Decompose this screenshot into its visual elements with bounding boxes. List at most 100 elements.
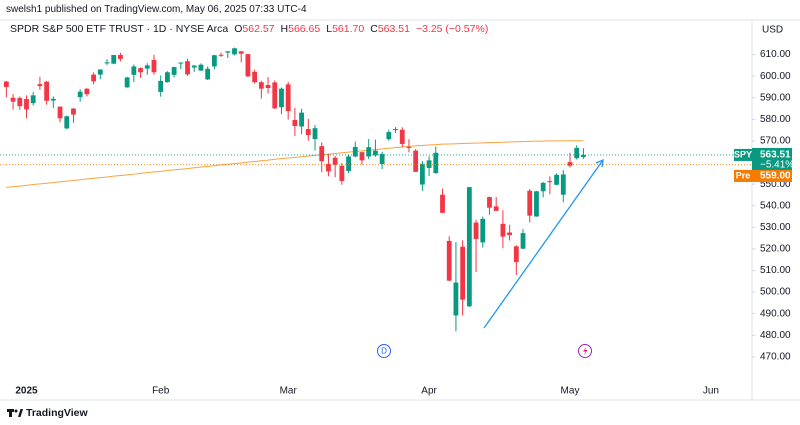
candle-body bbox=[218, 54, 224, 56]
candle-body bbox=[305, 129, 311, 136]
candle-body bbox=[178, 62, 184, 64]
candle-body bbox=[30, 95, 36, 104]
candle-body bbox=[238, 51, 244, 54]
candle-body bbox=[581, 154, 586, 157]
candle-body bbox=[37, 84, 43, 87]
candle-body bbox=[413, 150, 419, 172]
candle-body bbox=[198, 64, 204, 71]
candle-body bbox=[493, 206, 499, 211]
ohlc-value: 566.65 bbox=[288, 23, 321, 35]
candle-body bbox=[191, 65, 197, 68]
candle-body bbox=[165, 72, 170, 83]
candle-body bbox=[71, 108, 76, 115]
candle-body bbox=[520, 233, 526, 249]
candle-body bbox=[138, 68, 143, 73]
currency: USD bbox=[762, 25, 783, 36]
candle-body bbox=[84, 88, 90, 95]
candle-body bbox=[574, 147, 580, 159]
pre-label-bg bbox=[734, 169, 752, 182]
y-tick-label: 530.00 bbox=[760, 222, 791, 233]
y-tick-label: 500.00 bbox=[760, 287, 791, 298]
ohlc-key: O bbox=[234, 23, 243, 35]
candle-body bbox=[3, 81, 9, 87]
y-tick-label: 550.00 bbox=[760, 179, 791, 190]
candle-body bbox=[245, 54, 251, 77]
candle-body bbox=[50, 98, 56, 101]
candle-body bbox=[326, 163, 331, 172]
y-tick-label: 510.00 bbox=[760, 265, 791, 276]
publish-info: swelsh1 published on TradingView.com, Ma… bbox=[6, 4, 307, 15]
y-tick-label: 570.00 bbox=[760, 136, 791, 147]
candle-body bbox=[446, 240, 452, 281]
tag-price: 563.51 bbox=[760, 150, 791, 161]
logo-part bbox=[14, 409, 18, 413]
candle-body bbox=[232, 48, 237, 55]
candle-body bbox=[352, 146, 358, 157]
candle-body bbox=[118, 54, 123, 59]
change: −3.25 (−0.57%) bbox=[415, 23, 489, 35]
candle-body bbox=[91, 74, 96, 82]
pre-label: Pre bbox=[736, 170, 751, 180]
logo-part bbox=[18, 409, 23, 417]
brand: TradingView bbox=[26, 407, 88, 419]
candle-body bbox=[460, 246, 466, 300]
candle-body bbox=[104, 62, 110, 64]
candle-body bbox=[346, 156, 351, 171]
candle-body bbox=[440, 194, 445, 213]
candle-body bbox=[131, 66, 137, 75]
brand-logo bbox=[7, 409, 23, 417]
pre-price: 559.00 bbox=[760, 171, 791, 182]
candle-body bbox=[97, 69, 103, 75]
candle-body bbox=[500, 223, 506, 237]
moving-average bbox=[6, 140, 584, 188]
candle-body bbox=[373, 150, 378, 156]
y-tick-label: 580.00 bbox=[760, 114, 791, 125]
candle-body bbox=[540, 182, 546, 192]
candle-body bbox=[473, 222, 479, 239]
candle-body bbox=[393, 129, 398, 131]
candle-body bbox=[124, 77, 130, 88]
y-tick-label: 590.00 bbox=[760, 92, 791, 103]
y-tick-label: 480.00 bbox=[760, 330, 791, 341]
candle-body bbox=[211, 55, 217, 67]
tag-symbol-bg bbox=[734, 148, 752, 161]
candle-body bbox=[567, 162, 573, 166]
candle-body bbox=[171, 67, 177, 75]
lightning-icon bbox=[583, 346, 588, 356]
candle-body bbox=[292, 119, 298, 127]
candle-body bbox=[507, 232, 513, 236]
candle-body bbox=[433, 152, 439, 174]
candle-body bbox=[332, 157, 338, 165]
tag-price-bg bbox=[752, 147, 792, 172]
trend-arrow-head bbox=[595, 158, 604, 168]
candle-body bbox=[366, 147, 372, 157]
logo-part bbox=[9, 409, 12, 417]
plot bbox=[0, 47, 752, 332]
ohlc-key: H bbox=[280, 23, 289, 35]
candle-body bbox=[487, 197, 492, 208]
candle-body bbox=[386, 132, 392, 140]
candle-body bbox=[57, 106, 63, 119]
candle-body bbox=[285, 84, 291, 112]
candle-body bbox=[299, 112, 304, 127]
x-tick-label: Apr bbox=[421, 386, 437, 397]
ohlc-key: L bbox=[326, 23, 333, 35]
candle-body bbox=[185, 61, 190, 75]
candle-body bbox=[419, 163, 425, 185]
candle-body bbox=[560, 174, 566, 195]
x-tick-label: Jun bbox=[703, 386, 719, 397]
y-tick-label: 520.00 bbox=[760, 244, 791, 255]
pre-price-bg bbox=[752, 169, 792, 182]
x-tick-label: 2025 bbox=[15, 386, 38, 397]
candle-body bbox=[77, 91, 83, 98]
candle-body bbox=[258, 82, 264, 89]
candle-body bbox=[279, 88, 284, 108]
ohlc-value: 562.57 bbox=[242, 23, 275, 35]
x-tick-label: Mar bbox=[280, 386, 298, 397]
candle-body bbox=[144, 65, 150, 69]
candle-body bbox=[527, 190, 533, 216]
candle-body bbox=[359, 152, 365, 161]
dividend-marker[interactable] bbox=[377, 344, 391, 358]
